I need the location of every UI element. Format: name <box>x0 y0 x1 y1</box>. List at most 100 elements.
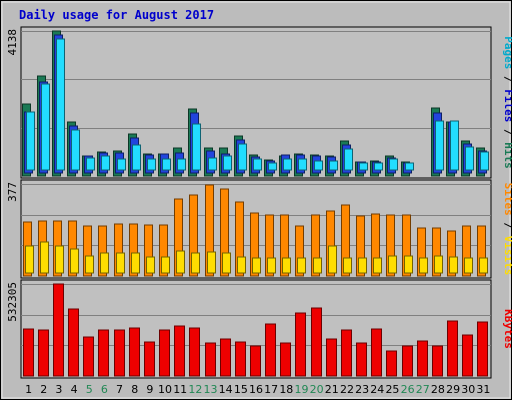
panel-bottom-series-label: KBytes <box>502 309 512 349</box>
x-tick-label: 31 <box>476 383 490 396</box>
bar-visits-day-15 <box>235 201 244 277</box>
bar-pages-day-12 <box>192 123 201 171</box>
bar-pages-day-19 <box>298 158 307 171</box>
bar-visits-day-11 <box>174 198 183 277</box>
bar-sites-day-11 <box>176 250 185 274</box>
bar-sites-day-10 <box>161 256 170 274</box>
x-tick-label: 14 <box>219 383 233 396</box>
bar-pages-day-13 <box>208 157 217 171</box>
bar-visits-day-14 <box>220 188 229 277</box>
bar-sites-day-6 <box>100 252 109 274</box>
x-tick-label: 6 <box>101 383 108 396</box>
bar-kbytes-day-16 <box>250 345 261 377</box>
bar-visits-day-10 <box>159 224 168 277</box>
series-label-part: Pages <box>502 36 512 69</box>
bar-pages-day-5 <box>86 157 95 171</box>
series-label-part: Files <box>502 89 512 122</box>
bar-sites-day-29 <box>449 256 458 274</box>
bar-sites-day-21 <box>328 245 337 274</box>
bar-kbytes-day-18 <box>280 342 291 377</box>
x-tick-label: 28 <box>431 383 445 396</box>
bar-sites-day-23 <box>358 257 367 274</box>
bar-pages-day-10 <box>162 158 171 171</box>
x-tick-label: 4 <box>71 383 78 396</box>
x-tick-label: 17 <box>264 383 278 396</box>
x-tick-label: 16 <box>249 383 263 396</box>
bar-visits-day-31 <box>477 225 486 277</box>
bar-pages-day-28 <box>435 120 444 171</box>
bar-kbytes-day-27 <box>417 340 428 377</box>
bar-kbytes-day-5 <box>83 336 94 377</box>
bar-visits-day-16 <box>250 212 259 277</box>
bar-sites-day-28 <box>434 255 443 274</box>
bar-kbytes-day-6 <box>98 329 109 377</box>
bar-visits-day-8 <box>129 223 138 277</box>
series-label-part: KBytes <box>502 309 512 349</box>
bar-kbytes-day-26 <box>402 345 413 377</box>
x-tick-label: 22 <box>340 383 354 396</box>
bar-sites-day-20 <box>313 257 322 274</box>
bar-visits-day-28 <box>432 227 441 277</box>
bar-visits-day-12 <box>189 194 198 277</box>
bar-visits-day-19 <box>295 225 304 277</box>
x-tick-label: 15 <box>234 383 248 396</box>
bar-pages-day-7 <box>117 158 126 171</box>
bar-kbytes-day-22 <box>341 329 352 377</box>
chart-title: Daily usage for August 2017 <box>19 8 214 22</box>
bar-kbytes-day-31 <box>477 321 488 377</box>
bar-visits-day-29 <box>447 230 456 277</box>
bar-sites-day-5 <box>85 255 94 274</box>
series-label-part: Visits <box>502 236 512 276</box>
x-tick-label: 27 <box>416 383 430 396</box>
panel-bottom-ymax-label: 532305 <box>6 282 19 322</box>
panel-top-series-label: Pages / Files / Hits <box>502 36 512 169</box>
x-tick-label: 10 <box>158 383 172 396</box>
series-label-part: / <box>502 216 512 236</box>
bar-kbytes-day-10 <box>159 329 170 377</box>
x-tick-label: 11 <box>173 383 187 396</box>
panel-middle-ymax-label: 377 <box>6 182 19 202</box>
bar-pages-day-18 <box>283 158 292 171</box>
x-tick-label: 3 <box>55 383 62 396</box>
bar-visits-day-23 <box>356 215 365 277</box>
bar-kbytes-day-8 <box>129 327 140 377</box>
bar-kbytes-day-20 <box>311 307 322 377</box>
bar-kbytes-day-17 <box>265 323 276 377</box>
series-label-part: / <box>502 122 512 142</box>
bar-pages-day-8 <box>132 144 141 171</box>
bar-sites-day-2 <box>40 241 49 274</box>
bar-kbytes-day-24 <box>371 328 382 377</box>
bar-kbytes-day-23 <box>356 342 367 377</box>
panel-top: 4138 Pages / Files / Hits <box>6 26 512 179</box>
x-tick-label: 25 <box>385 383 399 396</box>
x-tick-label: 24 <box>370 383 384 396</box>
bar-visits-day-18 <box>280 214 289 277</box>
bar-visits-day-25 <box>386 214 395 277</box>
bar-kbytes-day-2 <box>38 329 49 377</box>
bar-pages-day-24 <box>374 162 383 171</box>
bar-sites-day-15 <box>237 256 246 274</box>
bar-pages-day-22 <box>344 148 353 171</box>
bar-sites-day-13 <box>207 251 216 274</box>
x-tick-label: 9 <box>146 383 153 396</box>
bar-kbytes-day-12 <box>189 327 200 377</box>
bar-kbytes-day-29 <box>447 320 458 377</box>
bar-visits-day-20 <box>311 214 320 277</box>
bar-visits-day-5 <box>83 225 92 277</box>
x-tick-label: 1 <box>25 383 32 396</box>
bar-sites-day-30 <box>464 257 473 274</box>
series-label-part: / <box>502 69 512 89</box>
chart-panels: 4138 Pages / Files / Hits 377 Sites / Visit… <box>6 26 512 379</box>
series-label-part: Hits <box>502 142 512 169</box>
bar-pages-day-21 <box>329 160 338 171</box>
x-tick-label: 7 <box>116 383 123 396</box>
x-tick-label: 20 <box>310 383 324 396</box>
x-tick-label: 18 <box>279 383 293 396</box>
bar-kbytes-day-1 <box>23 328 34 377</box>
bar-kbytes-day-15 <box>235 341 246 377</box>
bar-sites-day-12 <box>191 252 200 274</box>
x-tick-label: 2 <box>40 383 47 396</box>
bar-visits-day-27 <box>417 227 426 277</box>
bar-sites-day-17 <box>267 257 276 274</box>
bar-sites-day-1 <box>25 245 34 274</box>
